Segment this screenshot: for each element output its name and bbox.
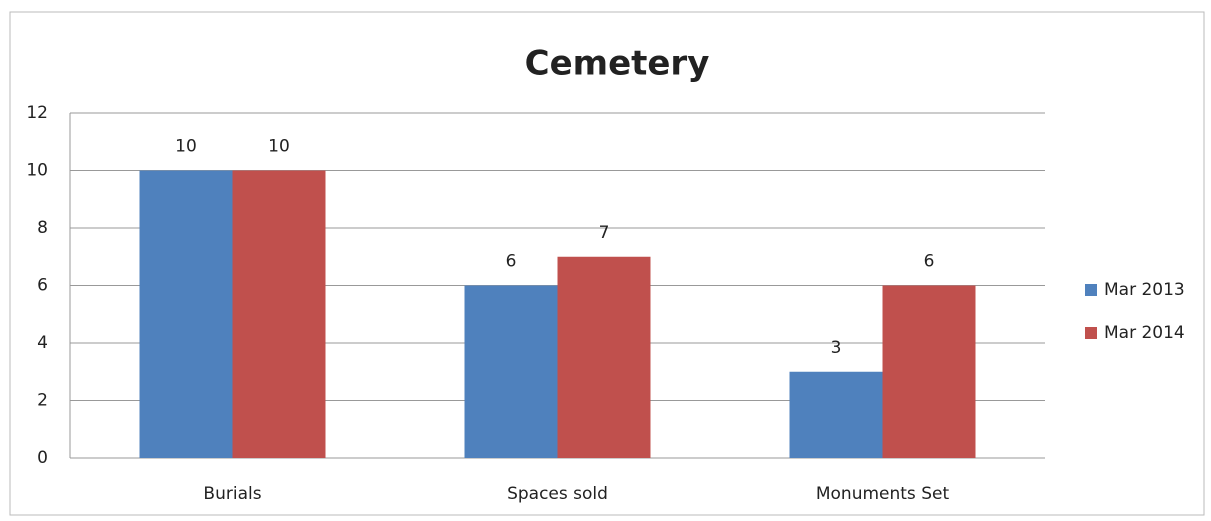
bar (139, 170, 233, 458)
data-label: 7 (599, 223, 610, 243)
data-label: 10 (175, 137, 197, 157)
bar (557, 256, 651, 458)
data-label: 10 (268, 137, 290, 157)
bar (464, 285, 558, 458)
y-tick-label: 12 (26, 103, 48, 123)
data-label: 6 (506, 252, 517, 272)
x-tick-label: Burials (203, 484, 261, 504)
bar (232, 170, 326, 458)
y-tick-label: 0 (37, 448, 48, 468)
legend-label: Mar 2014 (1104, 323, 1185, 343)
y-tick-label: 6 (37, 276, 48, 296)
legend-swatch (1085, 284, 1097, 296)
y-tick-label: 2 (37, 391, 48, 411)
bar (882, 285, 976, 458)
data-label: 3 (831, 338, 842, 358)
y-tick-label: 4 (37, 333, 48, 353)
bar (789, 371, 883, 458)
y-tick-label: 10 (26, 161, 48, 181)
legend-label: Mar 2013 (1104, 280, 1185, 300)
x-tick-label: Monuments Set (816, 484, 950, 504)
data-label: 6 (924, 252, 935, 272)
legend-swatch (1085, 327, 1097, 339)
chart-title: Cemetery (525, 44, 710, 84)
y-tick-label: 8 (37, 218, 48, 238)
x-tick-label: Spaces sold (507, 484, 608, 504)
